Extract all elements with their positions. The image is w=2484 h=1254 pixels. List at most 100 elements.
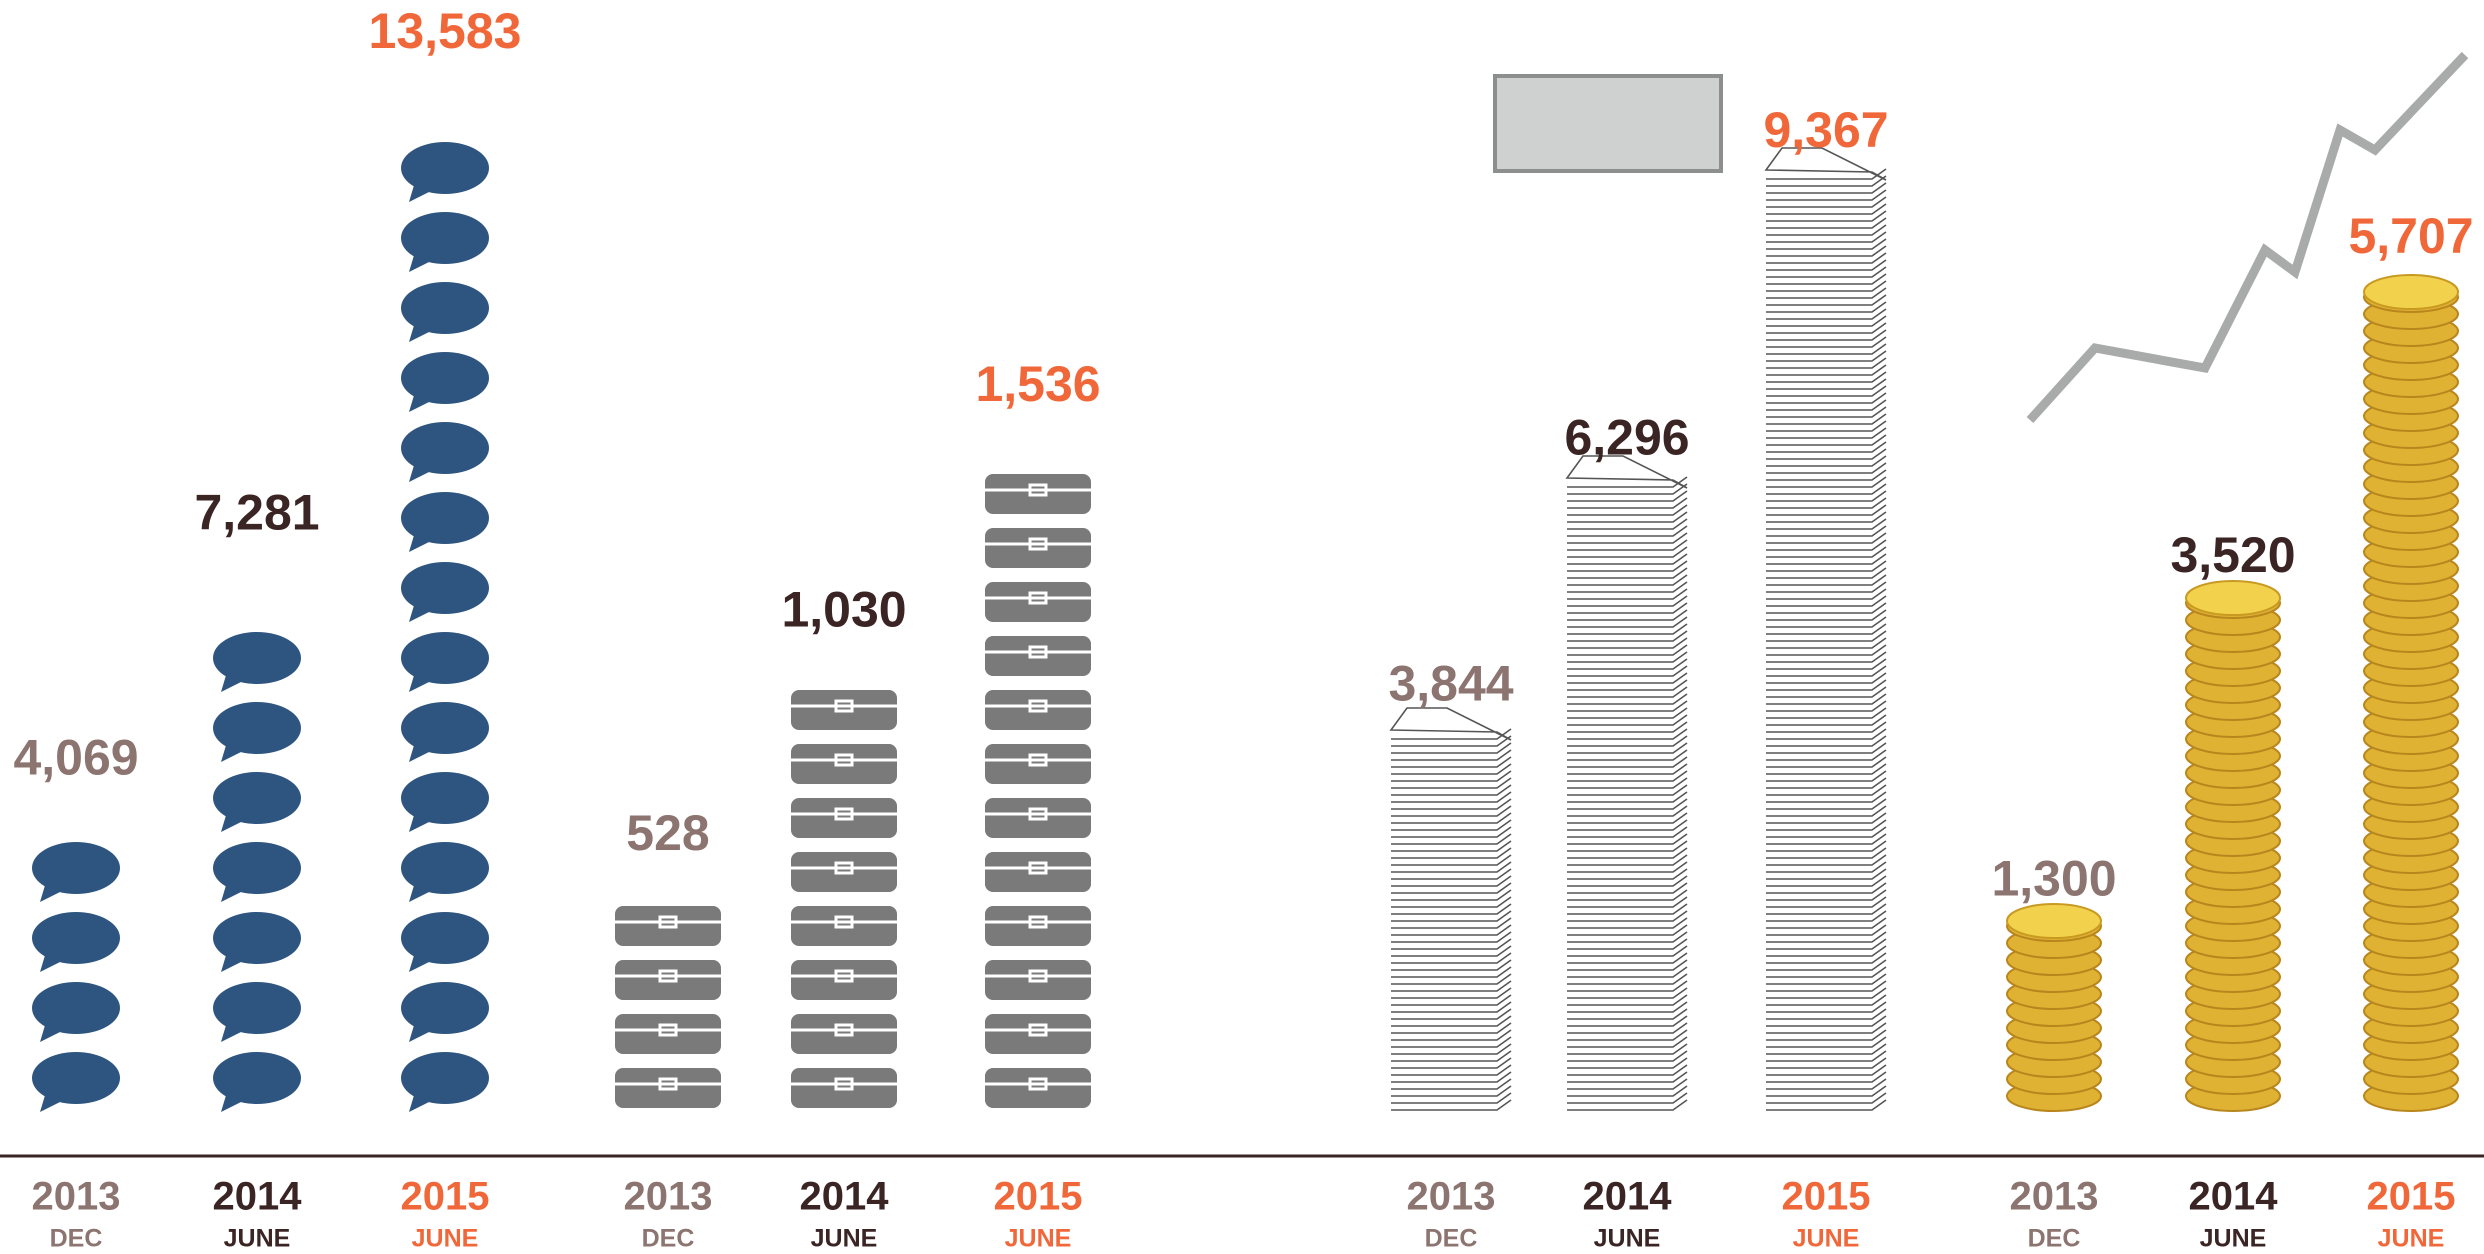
sheet xyxy=(1391,1093,1511,1103)
sheet xyxy=(1567,582,1687,592)
sheet xyxy=(1766,449,1886,459)
sheet xyxy=(1766,750,1886,760)
sheet xyxy=(1391,946,1511,956)
sheet xyxy=(1567,939,1687,949)
pictogram-stack xyxy=(32,842,120,1112)
sheet xyxy=(1766,862,1886,872)
sheet xyxy=(1567,757,1687,767)
sheet xyxy=(1766,225,1886,235)
sheet xyxy=(1567,610,1687,620)
year-label: 2013 xyxy=(32,1175,121,1219)
period-label: DEC xyxy=(50,1225,103,1253)
sheet xyxy=(1391,925,1511,935)
sheet xyxy=(1391,1051,1511,1061)
sheet xyxy=(1766,330,1886,340)
sheet xyxy=(1391,974,1511,984)
sheet xyxy=(1766,400,1886,410)
sheet xyxy=(1567,498,1687,508)
year-label: 2014 xyxy=(1583,1175,1673,1219)
sheet xyxy=(1391,883,1511,893)
sheet xyxy=(1391,862,1511,872)
period-label: JUNE xyxy=(2378,1225,2445,1253)
sheet xyxy=(1766,897,1886,907)
sheet xyxy=(1567,673,1687,683)
sheet xyxy=(1766,183,1886,193)
sheet xyxy=(1391,1065,1511,1075)
sheet xyxy=(1766,841,1886,851)
pictogram-stack xyxy=(2007,904,2101,1111)
period-label: JUNE xyxy=(1793,1225,1860,1253)
sheet xyxy=(1391,841,1511,851)
sheet xyxy=(1766,1072,1886,1082)
sheet xyxy=(1766,477,1886,487)
sheet xyxy=(1567,834,1687,844)
sheet xyxy=(1567,561,1687,571)
sheet xyxy=(1391,1023,1511,1033)
sheet xyxy=(1391,890,1511,900)
sheet xyxy=(1567,617,1687,627)
sheet xyxy=(1567,1044,1687,1054)
sheet xyxy=(1567,505,1687,515)
sheet xyxy=(1567,792,1687,802)
value-label: 4,069 xyxy=(13,730,138,786)
sheet xyxy=(1567,778,1687,788)
sheet xyxy=(1766,540,1886,550)
sheet xyxy=(1567,533,1687,543)
sheet xyxy=(1391,1030,1511,1040)
sheet xyxy=(1766,869,1886,879)
sheet xyxy=(1391,778,1511,788)
sheet xyxy=(1567,1023,1687,1033)
sheet xyxy=(1391,757,1511,767)
sheet xyxy=(1766,421,1886,431)
sheet xyxy=(1766,379,1886,389)
sheet xyxy=(1567,631,1687,641)
sheet xyxy=(1766,491,1886,501)
year-label: 2014 xyxy=(800,1175,890,1219)
sheet xyxy=(1391,1044,1511,1054)
sheet xyxy=(1766,701,1886,711)
value-label: 528 xyxy=(626,805,709,861)
sheet xyxy=(1391,1016,1511,1026)
value-label: 3,844 xyxy=(1388,655,1513,711)
sheet xyxy=(1766,813,1886,823)
period-label: JUNE xyxy=(224,1225,291,1253)
sheet xyxy=(1766,1051,1886,1061)
value-label: 9,367 xyxy=(1763,102,1888,158)
sheet xyxy=(1766,855,1886,865)
sheet xyxy=(1567,771,1687,781)
sheet xyxy=(1567,946,1687,956)
sheet xyxy=(1766,827,1886,837)
sheet xyxy=(1391,806,1511,816)
pictogram-stack xyxy=(2364,275,2458,1111)
sheet xyxy=(1766,218,1886,228)
sheet xyxy=(1766,498,1886,508)
sheet xyxy=(1567,848,1687,858)
year-label: 2015 xyxy=(994,1175,1083,1219)
sheet xyxy=(1391,1037,1511,1047)
period-label: JUNE xyxy=(811,1225,878,1253)
sheet xyxy=(1567,729,1687,739)
sheet xyxy=(1766,638,1886,648)
sheet xyxy=(1766,722,1886,732)
sheet xyxy=(1391,876,1511,886)
sheet xyxy=(1567,1037,1687,1047)
sheet xyxy=(1567,736,1687,746)
sheet xyxy=(1567,1072,1687,1082)
value-label: 6,296 xyxy=(1564,410,1689,466)
sheet xyxy=(1766,484,1886,494)
sheet xyxy=(1567,855,1687,865)
sheet xyxy=(1567,1079,1687,1089)
sheet xyxy=(1766,239,1886,249)
sheet xyxy=(1567,1009,1687,1019)
sheet xyxy=(1567,743,1687,753)
sheet xyxy=(1766,918,1886,928)
sheet xyxy=(1567,484,1687,494)
sheet xyxy=(1766,372,1886,382)
sheet xyxy=(1766,911,1886,921)
sheet xyxy=(1766,820,1886,830)
year-label: 2015 xyxy=(401,1175,490,1219)
infographic: 4,0692013DEC7,2812014JUNE13,5832015JUNE5… xyxy=(0,0,2484,1254)
sheet xyxy=(1766,302,1886,312)
sheet xyxy=(1766,1058,1886,1068)
sheet xyxy=(1766,659,1886,669)
